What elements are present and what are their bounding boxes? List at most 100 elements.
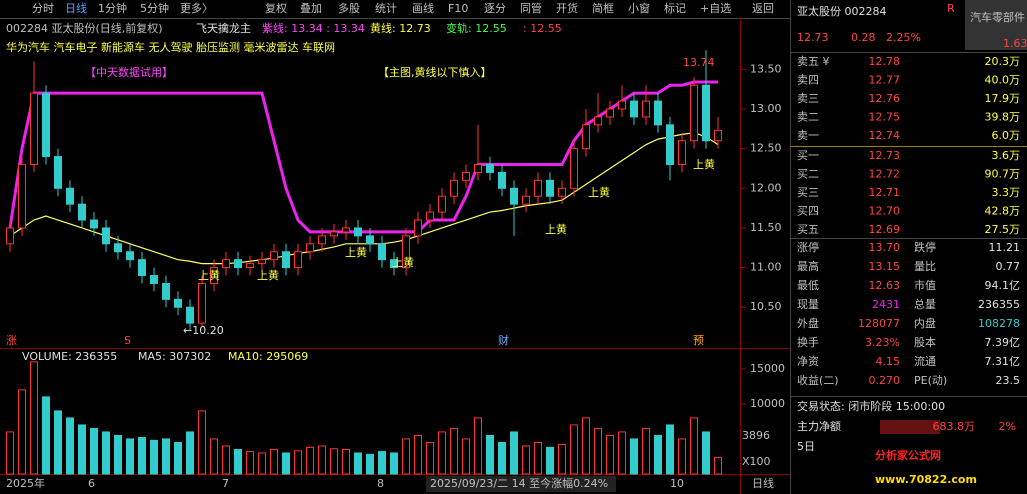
book-price: 12.78 (869, 55, 901, 68)
toolbar-button[interactable]: 小窗 (628, 1, 650, 15)
toolbar-button[interactable]: F10 (448, 2, 468, 15)
book-volume: 42.8万 (985, 205, 1021, 218)
candle-body (510, 187, 518, 205)
candle-body (414, 219, 422, 237)
candle-body (642, 100, 650, 118)
stat-value: 0.270 (869, 374, 901, 387)
annotation: 【主图,黄线以下慎入】 (378, 65, 492, 79)
y-tick-label: 11.00 (750, 261, 782, 274)
candle-body (114, 243, 122, 253)
candle-body (618, 100, 626, 110)
annotation: 上黄 (345, 245, 367, 259)
candle-body (330, 231, 338, 237)
cursor-box (426, 476, 616, 492)
book-price: 12.73 (869, 149, 901, 162)
candle-body (282, 251, 290, 269)
volume-bar (522, 445, 530, 475)
annotation: 财 (498, 333, 509, 347)
volume-bar (258, 452, 266, 475)
stat-label: 最高 (797, 259, 819, 273)
book-label: 卖一 (797, 129, 819, 142)
candle-body (138, 259, 146, 277)
volume-bar (654, 434, 662, 475)
candle-body (522, 195, 530, 205)
toolbar-button[interactable]: 同管 (520, 1, 542, 15)
annotation: 预 (693, 334, 704, 347)
watermark-url: www.70822.com (875, 473, 977, 486)
y-tick-label: 10.50 (750, 300, 782, 313)
volume-bar (570, 424, 578, 475)
candle-body (666, 124, 674, 166)
toolbar-button[interactable]: 多股 (338, 1, 360, 15)
y-tick-label: 15000 (750, 362, 785, 375)
stat-value: 7.31亿 (985, 355, 1021, 368)
status: 交易状态: 闭市阶段 15:00:00 (797, 399, 945, 413)
toolbar-button[interactable]: 逐分 (484, 2, 506, 15)
volume-bar (342, 448, 350, 475)
badge: R (947, 2, 955, 15)
toolbar-button[interactable]: 简框 (592, 1, 614, 15)
annotation: ←10.20 (183, 324, 224, 337)
candle-body (378, 243, 386, 261)
volume-bar (582, 417, 590, 475)
toolbar-button[interactable]: 画线 (412, 1, 434, 15)
stat-label: 内盘 (914, 316, 936, 330)
indicator-line (9, 132, 719, 265)
candle-body (42, 92, 50, 158)
toolbar-button[interactable]: 标记 (664, 1, 686, 15)
book-volume: 17.9万 (985, 92, 1021, 105)
volume-bar (90, 427, 98, 475)
change: 0.28 (851, 31, 876, 44)
volume-bar (474, 417, 482, 475)
toolbar-button[interactable]: 更多〉 (180, 1, 213, 15)
volume-side-label: X100 (742, 455, 771, 468)
header-text: 黄线: 12.73 (370, 21, 431, 35)
volume-bar (114, 434, 122, 475)
toolbar-button[interactable]: 统计 (375, 2, 397, 15)
stat-value: 236355 (978, 298, 1020, 311)
volume-bar (498, 441, 506, 475)
candle-body (606, 108, 614, 118)
candle-body (474, 164, 482, 173)
candle-body (654, 100, 662, 126)
toolbar-button[interactable]: 5分钟 (140, 1, 169, 15)
candle-body (582, 124, 590, 150)
book-label: 买三 (797, 186, 819, 199)
book-volume: 40.0万 (985, 74, 1021, 87)
book-label: 卖三 (797, 92, 819, 105)
volume-bar (102, 431, 110, 475)
volume-side-label: 3896 (742, 429, 770, 442)
y-tick-label: 13.00 (750, 102, 782, 115)
sector: 汽车零部件 (970, 10, 1025, 24)
candle-body (690, 84, 698, 142)
annotation: S (124, 334, 131, 347)
toolbar-button[interactable]: 日线 (65, 1, 87, 15)
toolbar-button[interactable]: 1分钟 (98, 1, 127, 15)
x-label: 6 (88, 477, 95, 490)
toolbar-button[interactable]: +自选 (700, 2, 731, 15)
candle-body (450, 179, 458, 197)
annotation: 【中天数据试用】 (85, 65, 173, 79)
stat-value: 94.1亿 (985, 279, 1021, 292)
toolbar-button[interactable]: 叠加 (300, 2, 322, 15)
volume-bar (354, 452, 362, 475)
toolbar-button[interactable]: 分时 (32, 2, 54, 15)
book-price: 12.72 (869, 168, 901, 181)
annotation: 13.74 (683, 56, 715, 69)
candle-body (630, 100, 638, 118)
y-tick-label: 11.50 (750, 221, 782, 234)
toolbar-button[interactable]: 复权 (265, 1, 287, 15)
toolbar-button[interactable]: 开货 (556, 1, 578, 15)
volume-bar (702, 431, 710, 475)
stat-value: 2431 (872, 298, 900, 311)
stat-value: 3.23% (865, 336, 900, 349)
candle-body (66, 187, 74, 205)
candle-body (270, 251, 278, 261)
volume-bar (390, 452, 398, 475)
book-volume: 20.3万 (985, 55, 1021, 68)
header-text: : 12.55 (523, 22, 562, 35)
volume-bar (558, 444, 566, 475)
toolbar-button[interactable]: 返回 (752, 2, 774, 15)
header-text: 002284 亚太股份(日线,前复权) (6, 21, 163, 35)
volume-bar (366, 453, 374, 475)
